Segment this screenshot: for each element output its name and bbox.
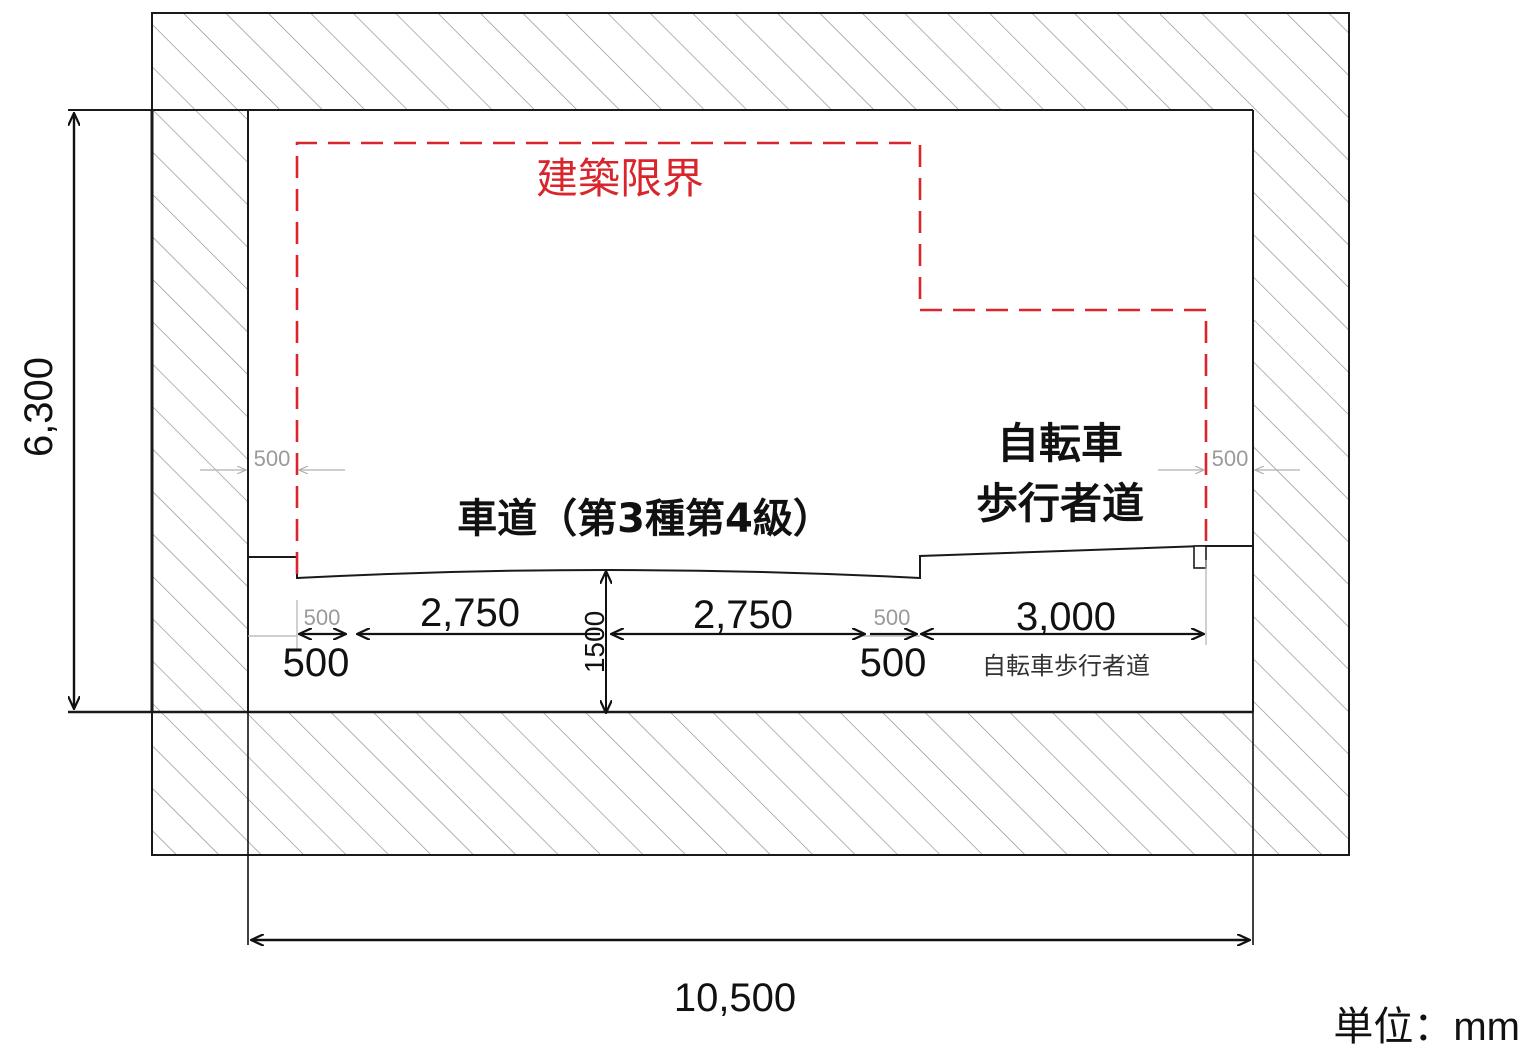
inner-clear-space (248, 110, 1253, 578)
clearance-gauge-line (295, 141, 1208, 574)
cycle-width-value: 3,000 (1016, 595, 1116, 639)
clearance-gauge-label: 建築限界 (536, 154, 704, 203)
cycle-sub-label: 自転車歩行者道 (982, 652, 1150, 680)
roadway-label: 車道（第3種第4級） (457, 496, 833, 542)
faint-offset-dimensions (200, 470, 1300, 650)
faint-left-top-value: 500 (254, 446, 291, 471)
lane-right-value: 2,750 (693, 593, 793, 637)
road-surface-line (248, 545, 1253, 580)
total-width-value: 10,500 (674, 976, 796, 1020)
curb-block (1193, 545, 1207, 569)
cycle-path-label-line2: 歩行者道 (976, 479, 1144, 528)
unit-label: 単位：mm (1333, 1005, 1520, 1045)
cycle-path-label-line1: 自転車 (997, 419, 1123, 468)
crown-value: 1500 (579, 611, 610, 673)
inner-outline (68, 109, 1254, 714)
width-dimension (247, 712, 1254, 945)
ground-section (151, 12, 1350, 856)
shoulder-left-value: 500 (283, 641, 350, 685)
total-height-value: 6,300 (17, 357, 61, 457)
shoulder-mid-value: 500 (860, 641, 927, 685)
faint-mid-low-value: 500 (874, 605, 911, 630)
faint-left-low-value: 500 (304, 605, 341, 630)
lane-left-value: 2,750 (420, 591, 520, 635)
faint-right-top-value: 500 (1212, 446, 1249, 471)
